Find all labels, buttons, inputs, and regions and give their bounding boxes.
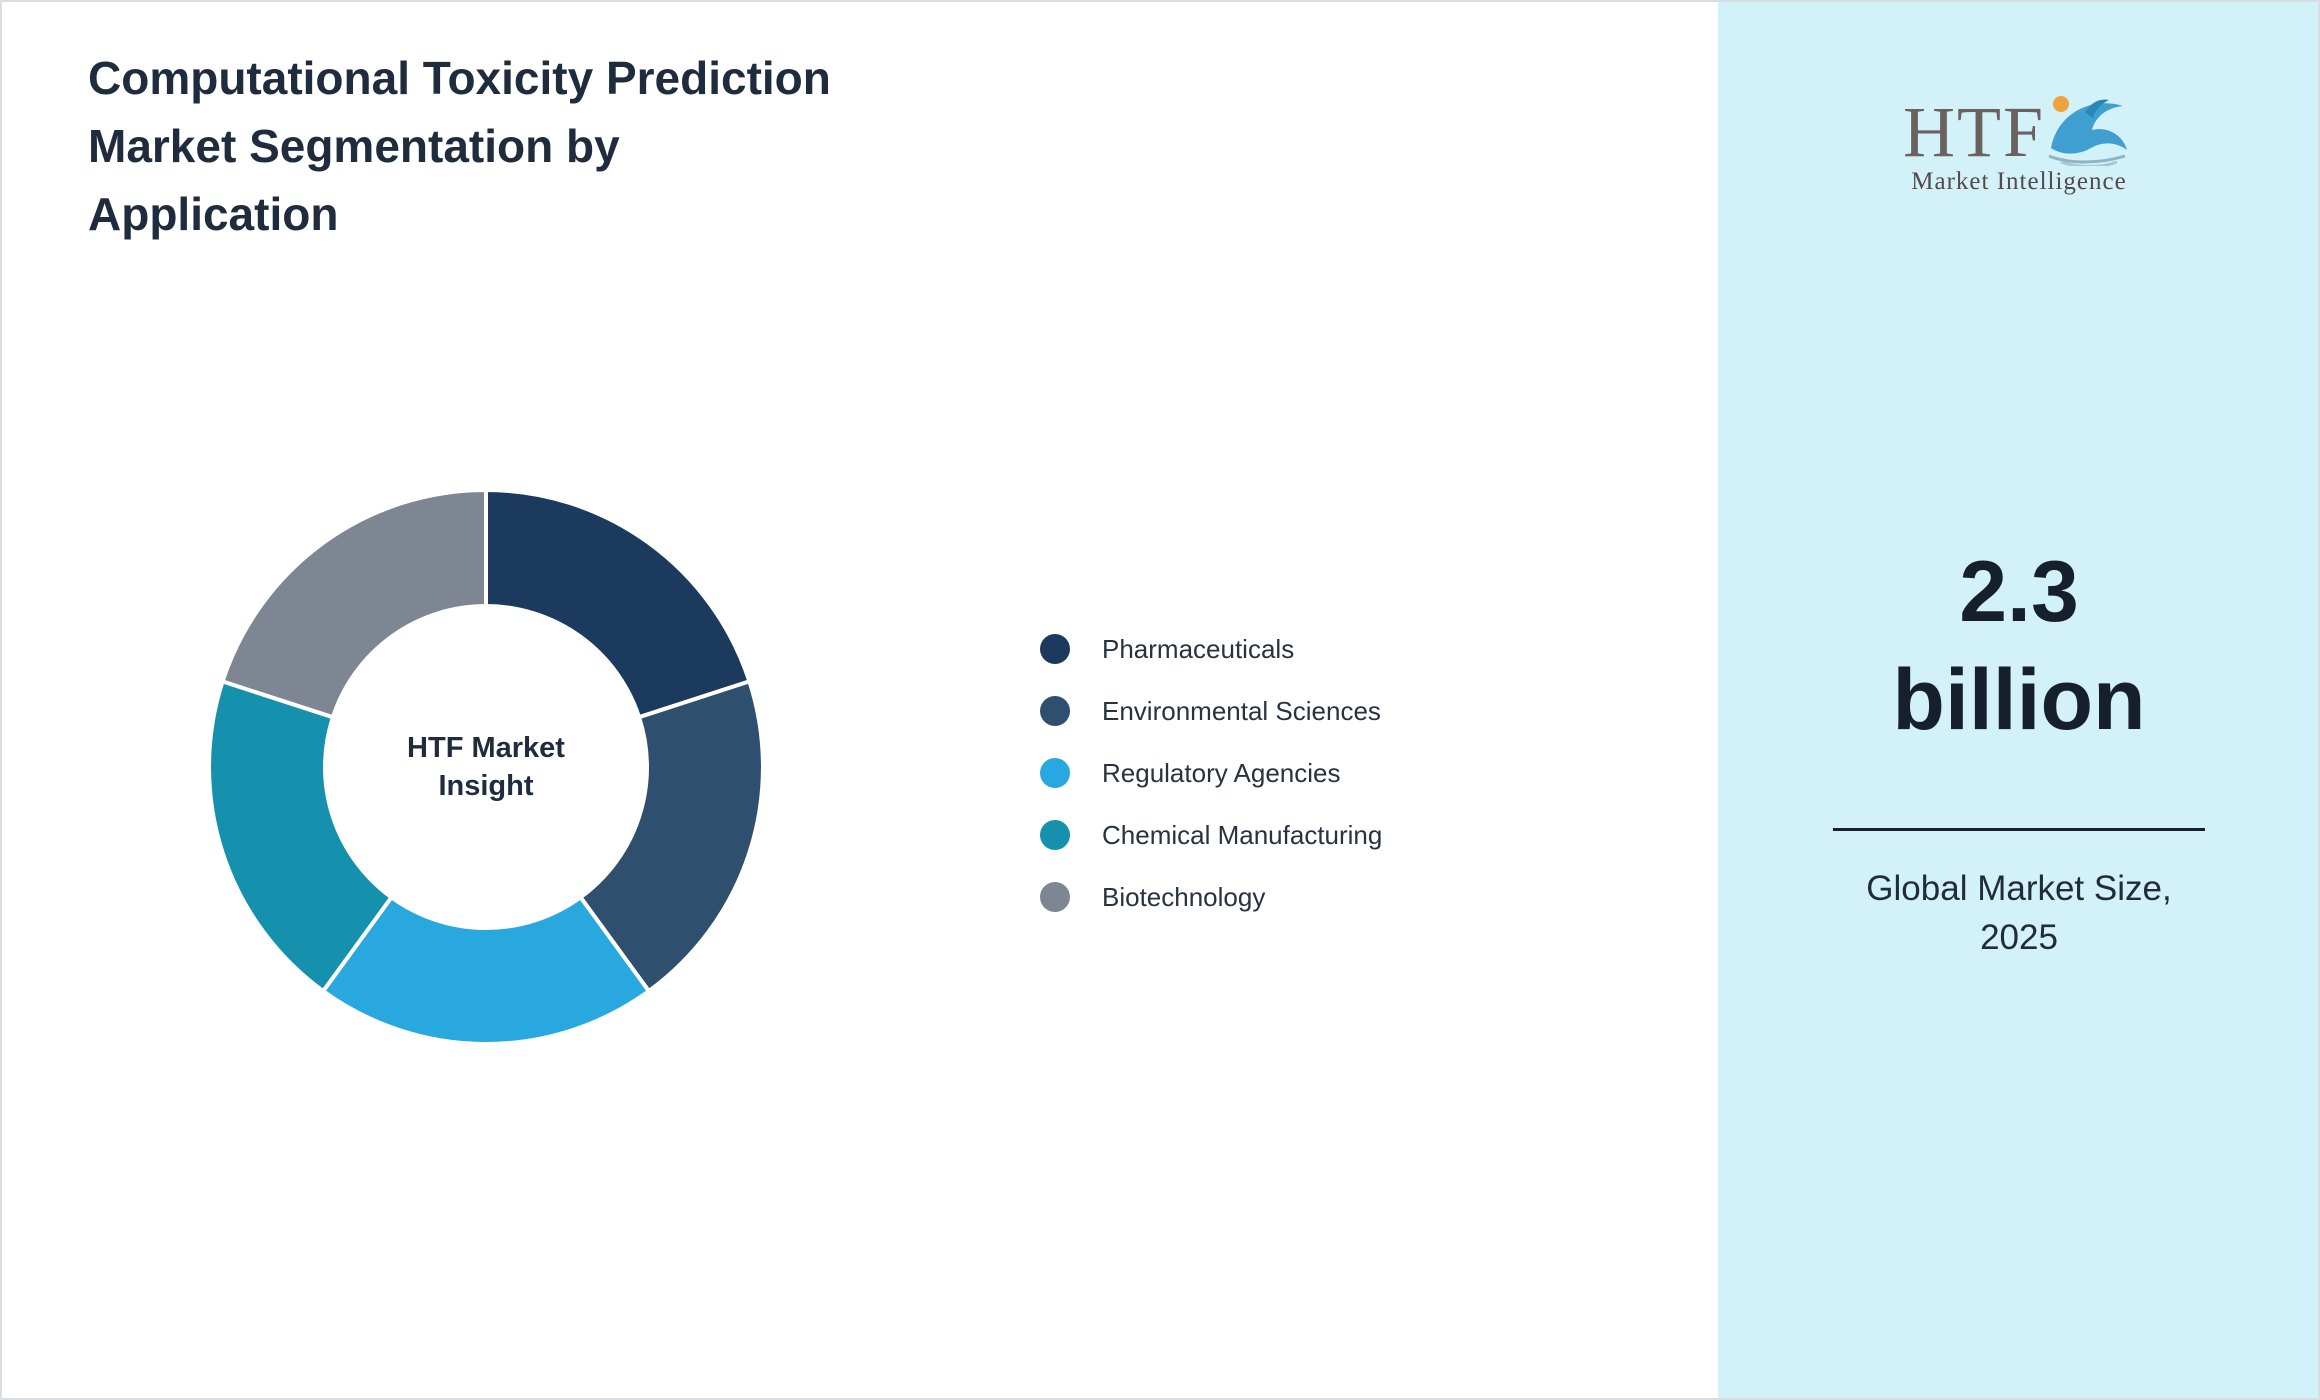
htf-logo: HTF Market Intelligence — [1718, 86, 2318, 196]
legend-color-dot — [1040, 882, 1070, 912]
legend-label: Environmental Sciences — [1102, 696, 1381, 726]
donut-segment-environmental-sciences — [577, 678, 765, 994]
market-size-value: 2.3 billion — [1718, 538, 2318, 754]
page-title-line-1: Computational Toxicity Prediction — [88, 52, 831, 104]
donut-segment-biotechnology — [220, 487, 488, 720]
donut-chart: HTF Market Insight — [205, 486, 767, 1048]
legend-color-dot — [1040, 820, 1070, 850]
donut-segment-pharmaceuticals — [484, 487, 752, 720]
legend-color-dot — [1040, 696, 1070, 726]
market-size-value-line-2: billion — [1892, 652, 2146, 748]
htf-logo-subtext: Market Intelligence — [1911, 168, 2127, 195]
legend-color-dot — [1040, 634, 1070, 664]
market-size-caption-line-1: Global Market Size, — [1866, 869, 2172, 908]
market-size-caption: Global Market Size, 2025 — [1718, 864, 2318, 962]
chart-legend: Pharmaceuticals Environmental Sciences Reg… — [1040, 618, 1382, 928]
dolphin-logo-icon — [2048, 96, 2128, 166]
page-title: Computational Toxicity Prediction Market… — [88, 44, 1088, 248]
legend-label: Pharmaceuticals — [1102, 634, 1295, 664]
legend-label: Regulatory Agencies — [1102, 758, 1341, 788]
legend-color-dot — [1040, 758, 1070, 788]
legend-item-biotechnology: Biotechnology — [1040, 866, 1382, 928]
market-size-caption-line-2: 2025 — [1980, 918, 2058, 957]
legend-item-chemical-manufacturing: Chemical Manufacturing — [1040, 804, 1382, 866]
legend-item-regulatory-agencies: Regulatory Agencies — [1040, 742, 1382, 804]
donut-center-label: HTF Market Insight — [407, 732, 565, 802]
divider-line — [1833, 828, 2205, 831]
page-title-line-3: Application — [88, 188, 339, 240]
donut-chart-svg — [207, 487, 765, 1046]
donut-segment-chemical-manufacturing — [207, 678, 395, 994]
page-title-line-2: Market Segmentation by — [88, 120, 620, 172]
market-size-value-line-1: 2.3 — [1959, 544, 2079, 640]
legend-item-pharmaceuticals: Pharmaceuticals — [1040, 618, 1382, 680]
legend-label: Chemical Manufacturing — [1102, 820, 1383, 850]
donut-segment-regulatory-agencies — [320, 894, 652, 1046]
htf-logo-text: HTF — [1902, 92, 2046, 172]
legend-label: Biotechnology — [1102, 882, 1266, 912]
market-size-panel: HTF Market Intelligence 2.3 billion — [1718, 2, 2318, 1398]
legend-item-environmental-sciences: Environmental Sciences — [1040, 680, 1382, 742]
